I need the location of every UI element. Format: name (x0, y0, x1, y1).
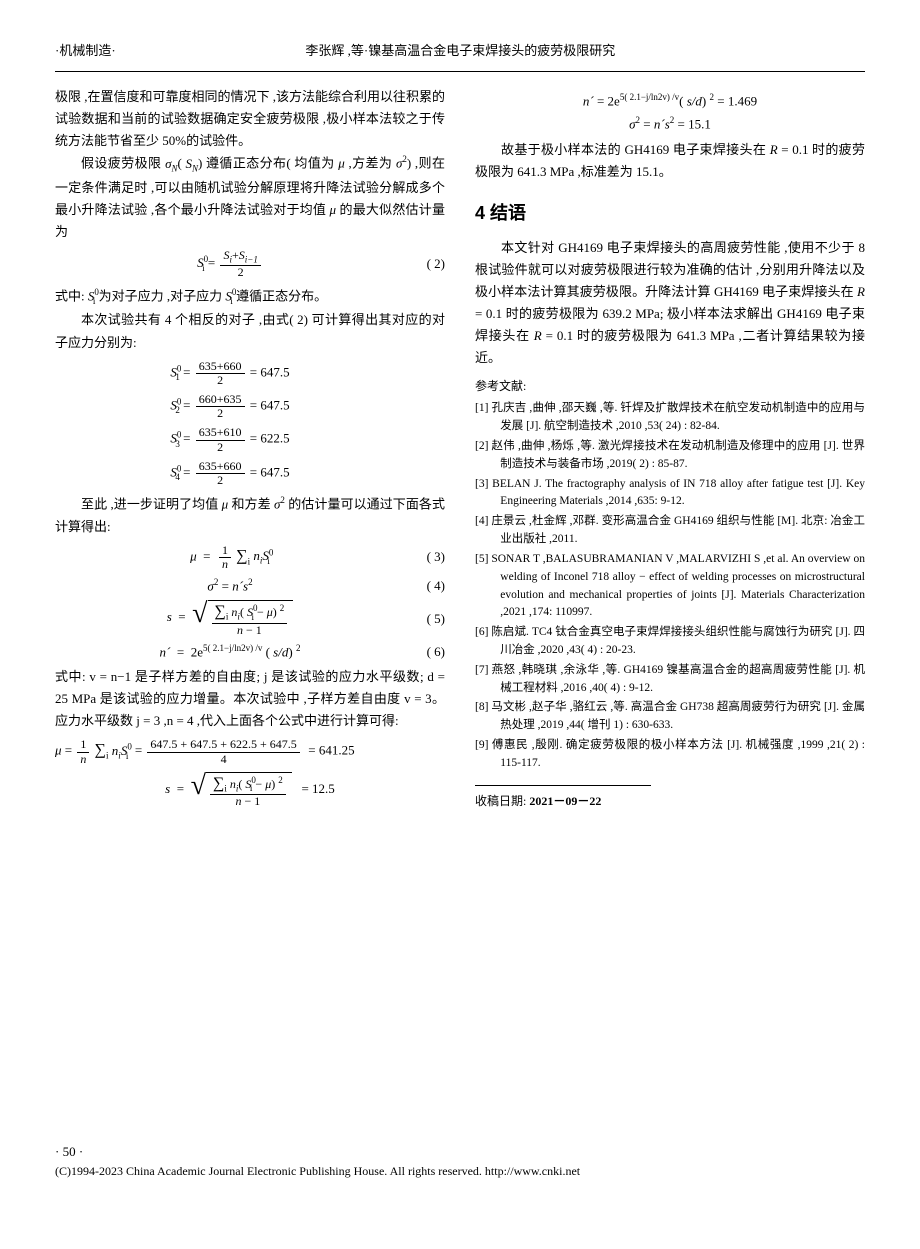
eq-s3-body: S03 = 635+6102 = 622.5 (55, 426, 405, 453)
p2b: 遵循正态分布( 均值为 (202, 156, 338, 171)
received-date: 收稿日期: 2021－09－22 (475, 792, 865, 809)
r-sym3: R (534, 328, 542, 343)
header-spacer (805, 40, 865, 59)
equation-3: μ = 1n ∑i niS0i ( 3) (55, 544, 445, 571)
s3-num: 635+610 (196, 426, 245, 440)
mu-result: = 641.25 (308, 743, 354, 758)
ref-9: [9] 傅惠民 ,殷刚. 确定疲劳极限的极小样本方法 [J]. 机械强度 ,19… (475, 737, 865, 773)
para-1: 极限 ,在置信度和可靠度相同的情况下 ,该方法能综合利用以往积累的试验数据和当前… (55, 86, 445, 152)
para-6: 式中: v = n−1 是子样方差的自由度; j 是该试验的应力水平级数; d … (55, 666, 445, 732)
mu-calc-body: μ = 1n ∑i niS0i = 647.5 + 647.5 + 622.5 … (55, 738, 445, 765)
ref-4: [4] 庄景云 ,杜金辉 ,邓群. 变形高温合金 GH4169 组织与性能 [M… (475, 513, 865, 549)
eq-nprime-body: n´ = 2e5( 2.1−j/ln2v) /v( s/d) 2 = 1.469 (475, 92, 865, 109)
page: ·机械制造· 李张辉 ,等·镍基高温合金电子束焊接头的疲劳极限研究 极限 ,在置… (0, 0, 920, 1199)
mu-den: 4 (147, 753, 299, 766)
s2-val: = 647.5 (250, 398, 290, 413)
eq4-body: σ2 = n´s2 (55, 577, 405, 594)
para-4: 本次试验共有 4 个相反的对子 ,由式( 2) 可计算得出其对应的对子应力分别为… (55, 309, 445, 353)
sn: SN (186, 156, 199, 171)
rp1a: 故基于极小样本法的 GH4169 电子束焊接头在 (501, 142, 770, 157)
equation-2: S0i = Si+Si−12 ( 2) (55, 249, 445, 279)
eq4-num: ( 4) (405, 578, 445, 594)
header-rule (55, 71, 865, 72)
ref-2: [2] 赵伟 ,曲伸 ,杨烁 ,等. 激光焊接技术在发动机制造及修理中的应用 [… (475, 438, 865, 474)
para-3: 式中: S0i 为对子应力 ,对子应力 S0i 遵循正态分布。 (55, 285, 445, 309)
r-sym: R (770, 142, 778, 157)
eq-s1-body: S01 = 635+6602 = 647.5 (55, 360, 405, 387)
p5b: 和方差 (228, 496, 274, 511)
eq5-body: s = √ ∑i ni( S0i − μ) 2 n − 1 (55, 600, 405, 636)
rp2a: 本文针对 GH4169 电子束焊接头的高周疲劳性能 ,使用不少于 8 根试验件就… (475, 240, 865, 299)
p3a: 式中: (55, 289, 88, 304)
eq5-num: ( 5) (405, 611, 445, 627)
recv-value: 2021－09－22 (529, 794, 601, 808)
header-left: ·机械制造· (55, 40, 116, 59)
p3b: 为对子应力 ,对子应力 (95, 289, 225, 304)
p5a: 至此 ,进一步证明了均值 (81, 496, 222, 511)
ref-1: [1] 孔庆吉 ,曲伸 ,邵天巍 ,等. 钎焊及扩散焊技术在航空发动机制造中的应… (475, 400, 865, 436)
eq-s4: S04 = 635+6602 = 647.5 (55, 460, 445, 487)
copyright-line: (C)1994-2023 China Academic Journal Elec… (55, 1164, 865, 1179)
s-calc: s = √ ∑i ni( S0i − μ) 2 n − 1 = 12.5 (55, 772, 445, 808)
para-5: 至此 ,进一步证明了均值 μ 和方差 σ2 的估计量可以通过下面各式计算得出: (55, 493, 445, 538)
section-4-title: 4 结语 (475, 199, 865, 225)
content-columns: 极限 ,在置信度和可靠度相同的情况下 ,该方法能综合利用以往积累的试验数据和当前… (55, 86, 865, 814)
eq-s2: S02 = 660+6352 = 647.5 (55, 393, 445, 420)
ref-6: [6] 陈启斌. TC4 钛合金真空电子束焊焊接接头组织性能与腐蚀行为研究 [J… (475, 624, 865, 660)
eq-s3: S03 = 635+6102 = 622.5 (55, 426, 445, 453)
ref-8: [8] 马文彬 ,赵子华 ,骆红云 ,等. 高温合金 GH738 超高周疲劳行为… (475, 699, 865, 735)
references-title: 参考文献: (475, 377, 865, 394)
s1-val: = 647.5 (250, 364, 290, 379)
ref-7: [7] 燕怒 ,韩晓琪 ,余泳华 ,等. GH4169 镍基高温合金的超高周疲劳… (475, 662, 865, 698)
eq-s1: S01 = 635+6602 = 647.5 (55, 360, 445, 387)
eq3-body: μ = 1n ∑i niS0i (55, 544, 405, 571)
s2-num: 660+635 (196, 393, 245, 407)
right-column: n´ = 2e5( 2.1−j/ln2v) /v( s/d) 2 = 1.469… (475, 86, 865, 814)
right-p1: 故基于极小样本法的 GH4169 电子束焊接头在 R = 0.1 时的疲劳极限为… (475, 139, 865, 183)
eq-var-body: σ2 = n´s2 = 15.1 (475, 115, 865, 132)
eq-nprime: n´ = 2e5( 2.1−j/ln2v) /v( s/d) 2 = 1.469 (475, 92, 865, 109)
eq2-num: ( 2) (405, 256, 445, 272)
eq6-body: n´ = 2e5( 2.1−j/ln2v) /v ( s/d) 2 (55, 643, 405, 660)
equation-4: σ2 = n´s2 ( 4) (55, 577, 445, 594)
eq6-num: ( 6) (405, 644, 445, 660)
s-result: = 12.5 (301, 781, 334, 796)
ref-5: [5] SONAR T ,BALASUBRAMANIAN V ,MALARVIZ… (475, 551, 865, 622)
left-column: 极限 ,在置信度和可靠度相同的情况下 ,该方法能综合利用以往积累的试验数据和当前… (55, 86, 445, 814)
recv-rule (475, 785, 651, 786)
p2c: ,方差为 (345, 156, 396, 171)
eq3-num: ( 3) (405, 549, 445, 565)
right-p2: 本文针对 GH4169 电子束焊接头的高周疲劳性能 ,使用不少于 8 根试验件就… (475, 237, 865, 370)
mu-calc: μ = 1n ∑i niS0i = 647.5 + 647.5 + 622.5 … (55, 738, 445, 765)
mu-nums: 647.5 + 647.5 + 622.5 + 647.5 (147, 738, 299, 752)
r-sym2: R (857, 284, 865, 299)
equation-6: n´ = 2e5( 2.1−j/ln2v) /v ( s/d) 2 ( 6) (55, 643, 445, 660)
p3c: 遵循正态分布。 (233, 289, 327, 304)
s-calc-body: s = √ ∑i ni( S0i − μ) 2 n − 1 = 12.5 (55, 772, 445, 808)
equation-5: s = √ ∑i ni( S0i − μ) 2 n − 1 ( 5) (55, 600, 445, 636)
nprime-val: = 1.469 (717, 93, 757, 108)
page-header: ·机械制造· 李张辉 ,等·镍基高温合金电子束焊接头的疲劳极限研究 (55, 40, 865, 65)
p2a: 假设疲劳极限 (81, 156, 165, 171)
s4-num: 635+660 (196, 460, 245, 474)
page-footer: · 50 · (C)1994-2023 China Academic Journ… (55, 1134, 865, 1179)
var-val: = 15.1 (678, 117, 711, 132)
s3-val: = 622.5 (250, 431, 290, 446)
page-number: · 50 · (55, 1144, 865, 1160)
eq-s4-body: S04 = 635+6602 = 647.5 (55, 460, 405, 487)
para-2: 假设疲劳极限 σN( SN) 遵循正态分布( 均值为 μ ,方差为 σ2) ,则… (55, 152, 445, 243)
recv-label: 收稿日期: (475, 794, 529, 808)
header-center: 李张辉 ,等·镍基高温合金电子束焊接头的疲劳极限研究 (305, 40, 615, 59)
eq-var: σ2 = n´s2 = 15.1 (475, 115, 865, 132)
eq2-body: S0i = Si+Si−12 (55, 249, 405, 279)
sigma-n: σN (165, 156, 177, 171)
eq-s2-body: S02 = 660+6352 = 647.5 (55, 393, 405, 420)
s4-val: = 647.5 (250, 464, 290, 479)
s1-num: 635+660 (196, 360, 245, 374)
ref-3: [3] BELAN J. The fractography analysis o… (475, 476, 865, 512)
